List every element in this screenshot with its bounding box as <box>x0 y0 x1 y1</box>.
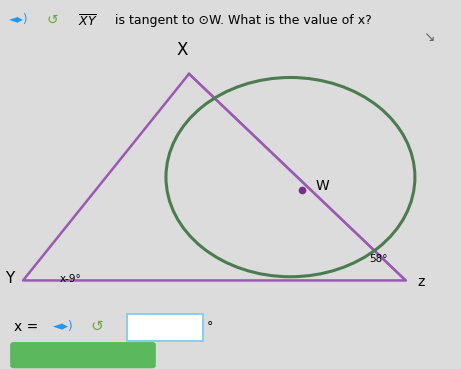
Text: X: X <box>177 41 188 59</box>
Text: ↘: ↘ <box>423 30 435 44</box>
Text: Y: Y <box>5 271 14 286</box>
Text: is tangent to ⊙W. What is the value of x?: is tangent to ⊙W. What is the value of x… <box>111 14 372 27</box>
FancyBboxPatch shape <box>127 314 203 341</box>
Text: ◄▸): ◄▸) <box>53 320 74 333</box>
Text: x-9°: x-9° <box>60 273 82 284</box>
FancyBboxPatch shape <box>10 342 156 368</box>
Text: W: W <box>316 179 330 193</box>
Text: ↺: ↺ <box>46 13 58 27</box>
Text: ◄▸): ◄▸) <box>9 13 29 26</box>
Text: °: ° <box>207 320 213 333</box>
Text: ↺: ↺ <box>90 319 103 334</box>
Text: $\overline{XY}$: $\overline{XY}$ <box>78 14 98 29</box>
Text: z: z <box>417 275 425 289</box>
Text: 58°: 58° <box>369 254 387 264</box>
Text: x =: x = <box>14 320 42 334</box>
